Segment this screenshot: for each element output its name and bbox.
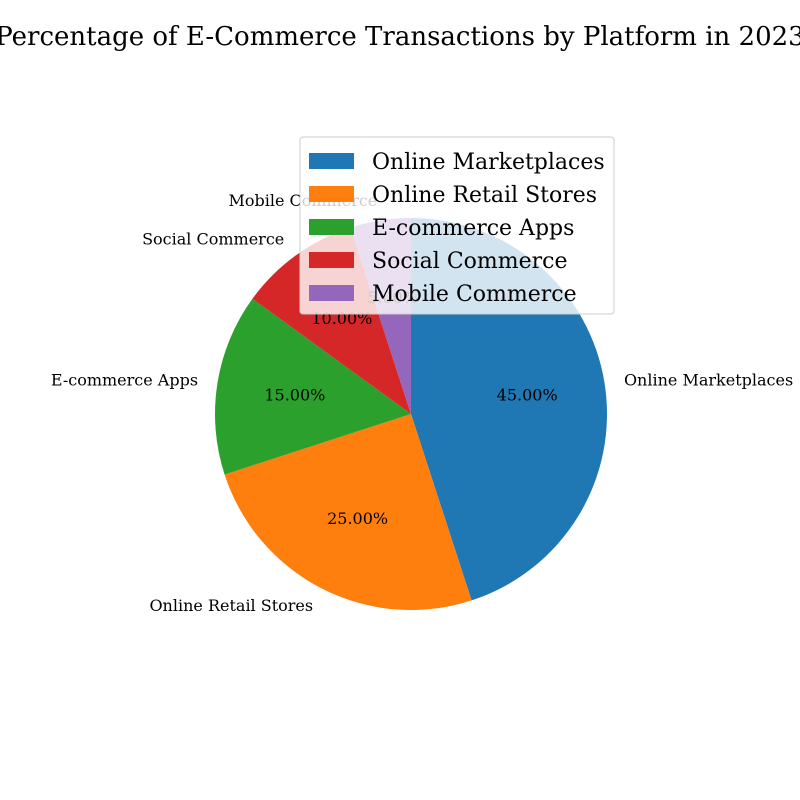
chart-title: Percentage of E-Commerce Transactions by… (0, 22, 800, 52)
legend-swatch-social-commerce (309, 252, 354, 268)
legend-label-social-commerce: Social Commerce (372, 249, 568, 274)
slice-label-online-retail-stores: Online Retail Stores (149, 596, 313, 615)
pie-slice-online-retail-stores (224, 414, 472, 610)
legend-swatch-mobile-commerce (309, 285, 354, 301)
slice-label-social-commerce: Social Commerce (142, 230, 284, 249)
legend-label-online-retail-stores: Online Retail Stores (372, 183, 597, 208)
slice-label-online-marketplaces: Online Marketplaces (624, 370, 793, 389)
slice-percent-e-commerce-apps: 15.00% (264, 386, 325, 405)
pie-slice-social-commerce (252, 227, 411, 414)
slice-percent-online-marketplaces: 45.00% (497, 386, 558, 405)
slice-percent-online-retail-stores: 25.00% (327, 509, 388, 528)
pie-slice-e-commerce-apps (214, 298, 411, 475)
legend-label-mobile-commerce: Mobile Commerce (372, 282, 577, 307)
slice-label-e-commerce-apps: E-commerce Apps (51, 370, 198, 389)
legend-swatch-e-commerce-apps (309, 219, 354, 235)
legend-frame (299, 136, 615, 315)
legend-label-online-marketplaces: Online Marketplaces (372, 150, 605, 175)
legend-swatch-online-marketplaces (309, 153, 354, 169)
chart-legend: Online Marketplaces Online Retail Stores E… (299, 136, 615, 315)
legend-label-e-commerce-apps: E-commerce Apps (372, 216, 574, 241)
legend-swatch-online-retail-stores (309, 186, 354, 202)
